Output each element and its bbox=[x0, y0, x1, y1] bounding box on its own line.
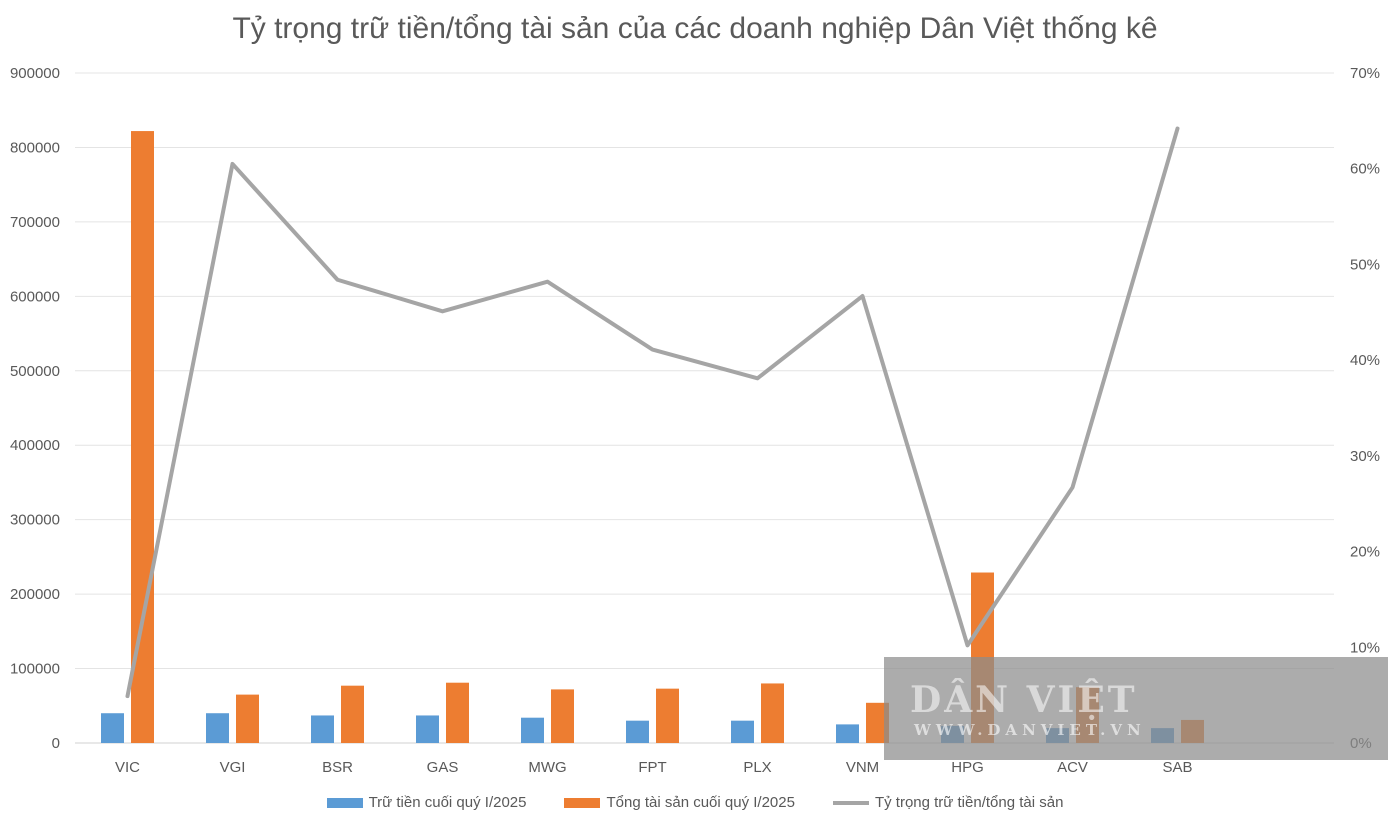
bar-cash-gas bbox=[416, 715, 439, 743]
category-label-vnm: VNM bbox=[846, 759, 879, 776]
gridlines bbox=[75, 72, 1334, 744]
bar-cash-mwg bbox=[521, 717, 544, 743]
left-tick-label: 300000 bbox=[10, 512, 60, 529]
bar-assets-gas bbox=[446, 682, 469, 743]
bar-cash-fpt bbox=[626, 720, 649, 743]
right-axis-ticks: 0%10%20%30%40%50%60%70% bbox=[1350, 65, 1380, 752]
bar-assets-vgi bbox=[236, 694, 259, 743]
bar-cash-vnm bbox=[836, 724, 859, 743]
bar-cash-bsr bbox=[311, 715, 334, 743]
category-label-vgi: VGI bbox=[220, 759, 246, 776]
left-tick-label: 400000 bbox=[10, 437, 60, 454]
chart-title: Tỷ trọng trữ tiền/tổng tài sản của các d… bbox=[232, 12, 1158, 45]
bar-assets-mwg bbox=[551, 689, 574, 743]
right-tick-label: 10% bbox=[1350, 639, 1380, 656]
watermark: DÂN VIỆT WWW.DANVIET.VN bbox=[884, 657, 1388, 760]
left-tick-label: 500000 bbox=[10, 363, 60, 380]
bar-assets-vnm bbox=[866, 702, 889, 743]
legend: Trữ tiền cuối quý I/2025 Tổng tài sản cu… bbox=[0, 794, 1390, 811]
category-label-vic: VIC bbox=[115, 759, 140, 776]
right-tick-label: 40% bbox=[1350, 352, 1380, 369]
left-tick-label: 900000 bbox=[10, 65, 60, 82]
category-label-acv: ACV bbox=[1057, 759, 1088, 776]
right-tick-label: 70% bbox=[1350, 65, 1380, 82]
legend-swatch-ratio bbox=[832, 800, 869, 805]
bar-series bbox=[101, 131, 1204, 744]
legend-item-cash: Trữ tiền cuối quý I/2025 bbox=[326, 794, 527, 811]
legend-swatch-cash bbox=[326, 797, 363, 808]
bar-assets-fpt bbox=[656, 688, 679, 743]
category-label-sab: SAB bbox=[1162, 759, 1192, 776]
category-label-fpt: FPT bbox=[638, 759, 666, 776]
right-tick-label: 20% bbox=[1350, 544, 1380, 561]
bar-assets-plx bbox=[761, 683, 784, 743]
bar-cash-vgi bbox=[206, 713, 229, 743]
left-axis-ticks: 0 100000 200000 300000 400000 500000 600000 700… bbox=[10, 65, 60, 752]
legend-label-ratio: Tỷ trọng trữ tiền/tổng tài sản bbox=[874, 794, 1064, 811]
left-tick-label: 600000 bbox=[10, 288, 60, 305]
right-tick-label: 30% bbox=[1350, 448, 1380, 465]
right-tick-label: 50% bbox=[1350, 256, 1380, 273]
category-label-hpg: HPG bbox=[951, 759, 984, 776]
watermark-logo: DÂN VIỆT bbox=[910, 679, 1138, 721]
left-tick-label: 200000 bbox=[10, 586, 60, 603]
left-tick-label: 800000 bbox=[10, 139, 60, 156]
legend-label-cash: Trữ tiền cuối quý I/2025 bbox=[368, 794, 527, 811]
category-label-mwg: MWG bbox=[528, 759, 566, 776]
category-label-bsr: BSR bbox=[322, 759, 353, 776]
left-tick-label: 100000 bbox=[10, 661, 60, 678]
bar-assets-bsr bbox=[341, 685, 364, 743]
legend-label-assets: Tổng tài sản cuối quý I/2025 bbox=[606, 794, 795, 811]
left-tick-label: 0 bbox=[52, 735, 60, 752]
right-tick-label: 60% bbox=[1350, 161, 1380, 178]
line-series bbox=[125, 126, 1180, 699]
category-label-plx: PLX bbox=[743, 759, 771, 776]
bar-cash-plx bbox=[731, 720, 754, 743]
legend-item-assets: Tổng tài sản cuối quý I/2025 bbox=[564, 794, 795, 811]
bar-cash-vic bbox=[101, 713, 124, 743]
left-tick-label: 700000 bbox=[10, 214, 60, 231]
category-labels: VIC VGI BSR GAS MWG FPT PLX VNM HPG ACV SAB bbox=[115, 759, 1193, 776]
legend-item-ratio: Tỷ trọng trữ tiền/tổng tài sản bbox=[832, 794, 1064, 811]
watermark-url: WWW.DANVIET.VN bbox=[914, 721, 1146, 739]
ratio-line bbox=[125, 126, 1180, 699]
legend-swatch-assets bbox=[564, 797, 601, 808]
category-label-gas: GAS bbox=[427, 759, 459, 776]
